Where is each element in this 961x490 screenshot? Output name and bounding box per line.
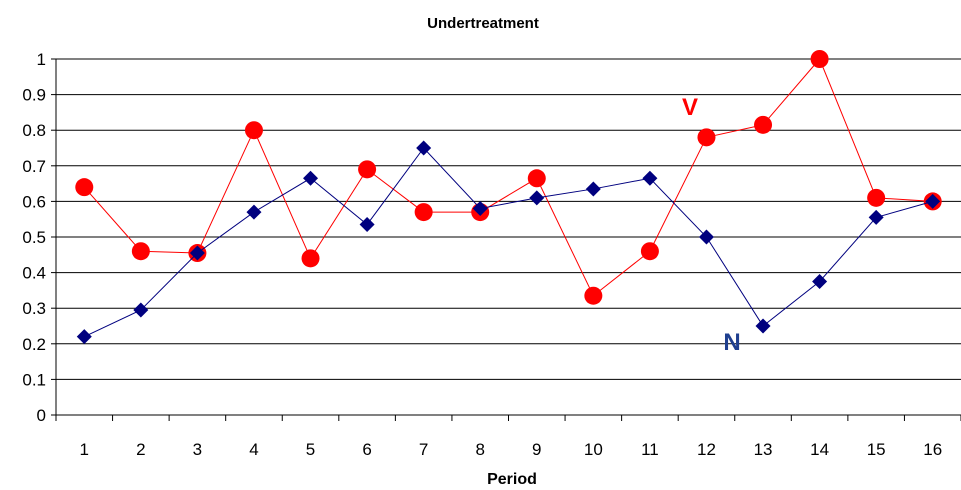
y-tick-label: 0.6: [22, 192, 46, 211]
series-n-point: [755, 318, 771, 334]
series-v-point: [358, 160, 377, 179]
series-n-point: [698, 229, 714, 245]
series-v-point: [131, 242, 150, 261]
y-tick-label: 0: [37, 406, 46, 425]
y-tick-label: 0.4: [22, 264, 46, 283]
series-v-point: [414, 203, 433, 222]
series-v: [75, 50, 942, 305]
y-tick-label: 0.9: [22, 86, 46, 105]
series-n-point: [76, 329, 92, 345]
series-n-point: [359, 217, 375, 233]
x-tick-label: 3: [193, 440, 202, 459]
series-v-point: [584, 286, 603, 305]
y-axis-ticks: 0 0.1 0.2 0.3 0.4 0.5 0.6 0.7 0.8 0.9 1: [22, 50, 56, 425]
x-tick-label: 16: [923, 440, 942, 459]
series-label-n: N: [723, 329, 740, 356]
x-tick-label: 14: [810, 440, 829, 459]
x-tick-label: 11: [641, 440, 659, 459]
y-tick-label: 0.1: [22, 370, 46, 389]
y-tick-label: 0.5: [22, 228, 46, 247]
series-v-point: [75, 178, 94, 197]
x-tick-label: 7: [419, 440, 428, 459]
x-tick-label: 15: [867, 440, 886, 459]
series-v-line: [83, 58, 933, 297]
series-n-point: [416, 140, 432, 156]
series-n-point: [925, 193, 941, 209]
y-tick-label: 0.3: [22, 299, 46, 318]
chart-title: Undertreatment: [427, 15, 539, 32]
series-n-point: [585, 181, 601, 197]
series-n-point: [189, 245, 205, 261]
series-n-point: [812, 274, 828, 289]
x-tick-label: 9: [532, 440, 541, 459]
series-n: [76, 140, 941, 345]
series-group: [75, 50, 942, 345]
series-n-point: [529, 190, 545, 206]
series-v-point: [810, 50, 829, 68]
x-tick-label: 6: [362, 440, 371, 459]
x-tick-label: 5: [306, 440, 315, 459]
series-n-point: [642, 170, 658, 186]
series-n-point: [868, 209, 884, 225]
series-n-point: [303, 170, 319, 186]
series-v-point: [754, 115, 773, 134]
series-v-point: [527, 169, 546, 188]
x-tick-label: 2: [136, 440, 145, 459]
series-n-point: [133, 302, 149, 318]
series-label-v: V: [682, 94, 698, 121]
series-v-point: [640, 242, 659, 261]
series-v-point: [697, 128, 716, 147]
x-axis-ticks: 1 2 3 4 5 6 7 8 9 10 11 12 13 14 15 16: [55, 415, 961, 459]
series-v-point: [867, 188, 886, 207]
series-v-point: [244, 121, 263, 140]
y-tick-label: 0.2: [22, 335, 46, 354]
x-axis-label: Period: [487, 471, 537, 488]
gridlines: [56, 58, 961, 380]
x-tick-label: 8: [475, 440, 484, 459]
x-tick-label: 12: [697, 440, 716, 459]
y-tick-label: 0.7: [22, 157, 46, 176]
x-tick-label: 1: [80, 440, 89, 459]
x-tick-label: 10: [584, 440, 603, 459]
x-tick-label: 4: [249, 440, 258, 459]
y-tick-label: 1: [37, 50, 46, 69]
x-tick-label: 13: [754, 440, 773, 459]
y-tick-label: 0.8: [22, 121, 46, 140]
series-n-point: [246, 204, 262, 220]
series-n-line: [84, 147, 933, 338]
series-n-point: [472, 201, 488, 217]
series-v-point: [301, 249, 320, 268]
